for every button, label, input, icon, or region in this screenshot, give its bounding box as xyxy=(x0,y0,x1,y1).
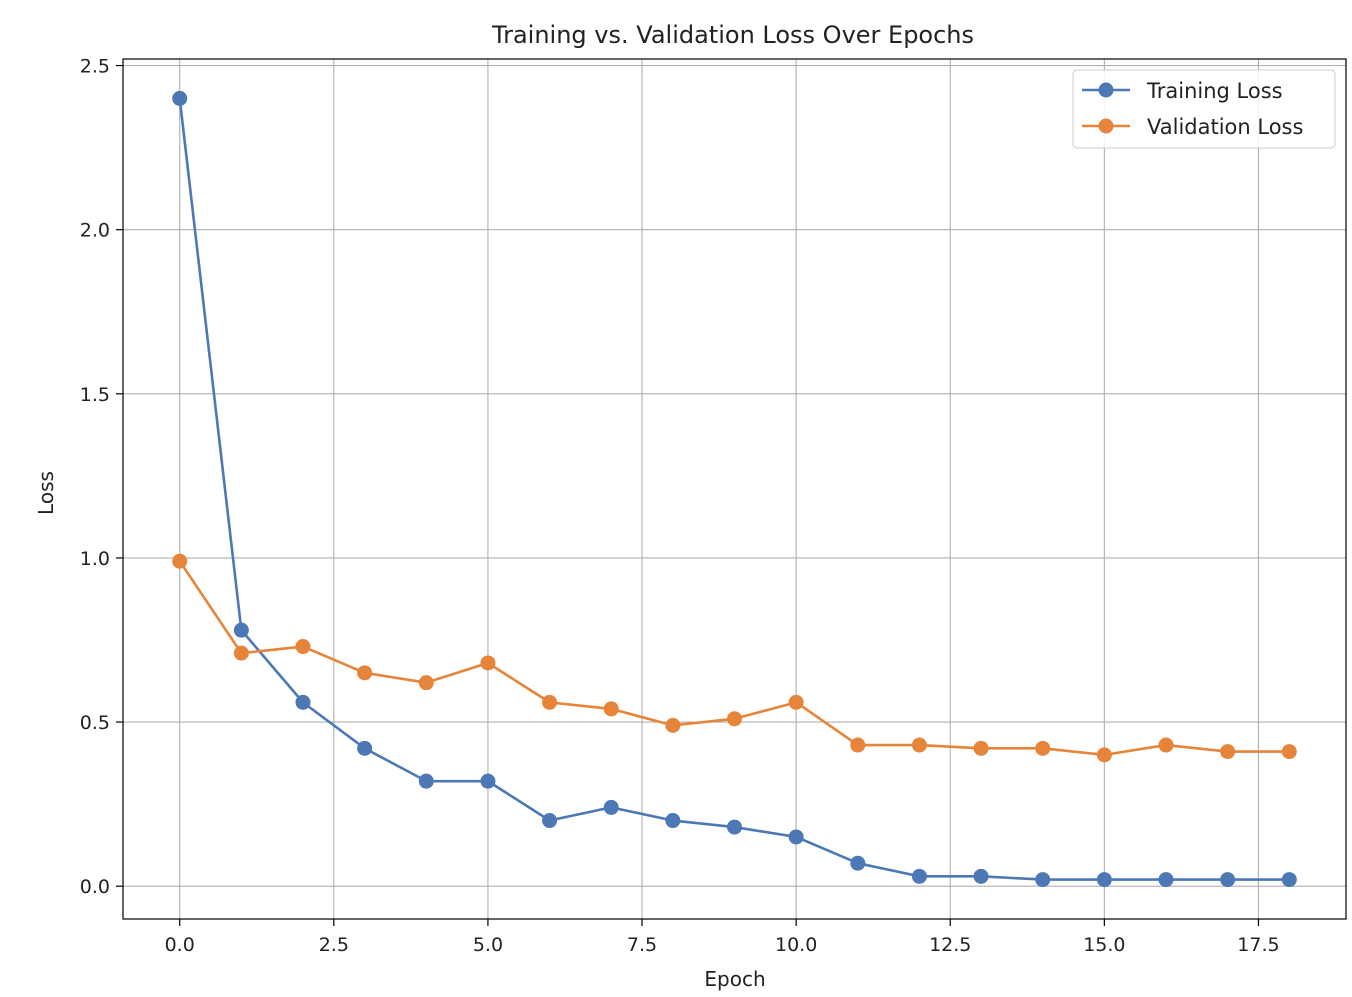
y-tick-label: 1.0 xyxy=(80,548,110,570)
x-tick-label: 15.0 xyxy=(1083,934,1125,956)
training-loss-point xyxy=(665,813,681,829)
validation-loss-point xyxy=(850,737,866,753)
training-loss-point xyxy=(1158,872,1174,888)
legend-marker-training-loss xyxy=(1098,82,1114,98)
training-loss-point xyxy=(850,855,866,871)
series-validation-loss xyxy=(172,553,1297,763)
validation-loss-point xyxy=(1281,744,1297,760)
validation-loss-point xyxy=(788,694,804,710)
validation-loss-point xyxy=(1096,747,1112,763)
x-tick-label: 5.0 xyxy=(473,934,503,956)
validation-loss-point xyxy=(1035,740,1051,756)
training-loss-point xyxy=(542,813,558,829)
training-loss-point xyxy=(233,622,249,638)
training-loss-point xyxy=(603,799,619,815)
x-tick-label: 0.0 xyxy=(165,934,195,956)
training-loss-point xyxy=(418,773,434,789)
x-tick-label: 17.5 xyxy=(1237,934,1279,956)
validation-loss-point xyxy=(480,655,496,671)
y-tick-label: 2.5 xyxy=(80,56,110,78)
y-axis-ticks: 0.0 0.5 1.0 1.5 2.0 2.5 xyxy=(80,56,123,898)
training-loss-point xyxy=(727,819,742,835)
legend-item-validation-loss: Validation Loss xyxy=(1082,115,1303,139)
legend-box xyxy=(1072,69,1336,149)
training-loss-point xyxy=(973,868,989,884)
y-tick-label: 2.0 xyxy=(80,220,110,242)
training-loss-point xyxy=(295,694,311,710)
training-loss-point xyxy=(1281,872,1297,888)
legend-label-training-loss: Training Loss xyxy=(1146,79,1283,103)
training-loss-point xyxy=(911,868,927,884)
legend: Training Loss Validation Loss xyxy=(1072,69,1336,149)
y-axis-label: Loss xyxy=(34,471,58,515)
plot-area-frame xyxy=(122,58,1347,920)
validation-loss-point xyxy=(295,639,311,655)
x-tick-label: 10.0 xyxy=(775,934,817,956)
series-training-loss xyxy=(172,90,1297,888)
validation-loss-point xyxy=(973,740,989,756)
training-loss-point xyxy=(172,90,188,106)
training-loss-point xyxy=(1035,872,1051,888)
x-tick-label: 7.5 xyxy=(627,934,657,956)
validation-loss-point xyxy=(665,717,681,733)
validation-loss-point xyxy=(357,665,373,681)
validation-loss-point xyxy=(727,711,742,727)
training-loss-point xyxy=(788,829,804,845)
validation-loss-point xyxy=(603,701,619,717)
training-loss-point xyxy=(480,773,496,789)
training-loss-point xyxy=(1096,872,1112,888)
x-axis-ticks: 0.0 2.5 5.0 7.5 10.0 12.5 15.0 17.5 xyxy=(165,919,1280,956)
training-loss-point xyxy=(357,740,373,756)
chart-title: Training vs. Validation Loss Over Epochs xyxy=(491,21,974,49)
validation-loss-point xyxy=(1220,744,1236,760)
y-tick-label: 1.5 xyxy=(80,384,110,406)
grid-lines xyxy=(123,59,1346,919)
x-tick-label: 12.5 xyxy=(929,934,971,956)
validation-loss-point xyxy=(172,553,188,569)
training-loss-point xyxy=(1220,872,1236,888)
validation-loss-point xyxy=(233,645,249,661)
y-tick-label: 0.0 xyxy=(80,876,110,898)
x-axis-label: Epoch xyxy=(704,967,765,991)
validation-loss-point xyxy=(542,694,558,710)
x-tick-label: 2.5 xyxy=(319,934,349,956)
y-tick-label: 0.5 xyxy=(80,712,110,734)
legend-marker-validation-loss xyxy=(1098,118,1114,134)
series-layer xyxy=(172,90,1297,888)
legend-item-training-loss: Training Loss xyxy=(1082,79,1283,103)
validation-loss-point xyxy=(911,737,927,753)
validation-loss-point xyxy=(1158,737,1174,753)
validation-loss-point xyxy=(418,675,434,691)
legend-label-validation-loss: Validation Loss xyxy=(1147,115,1303,139)
